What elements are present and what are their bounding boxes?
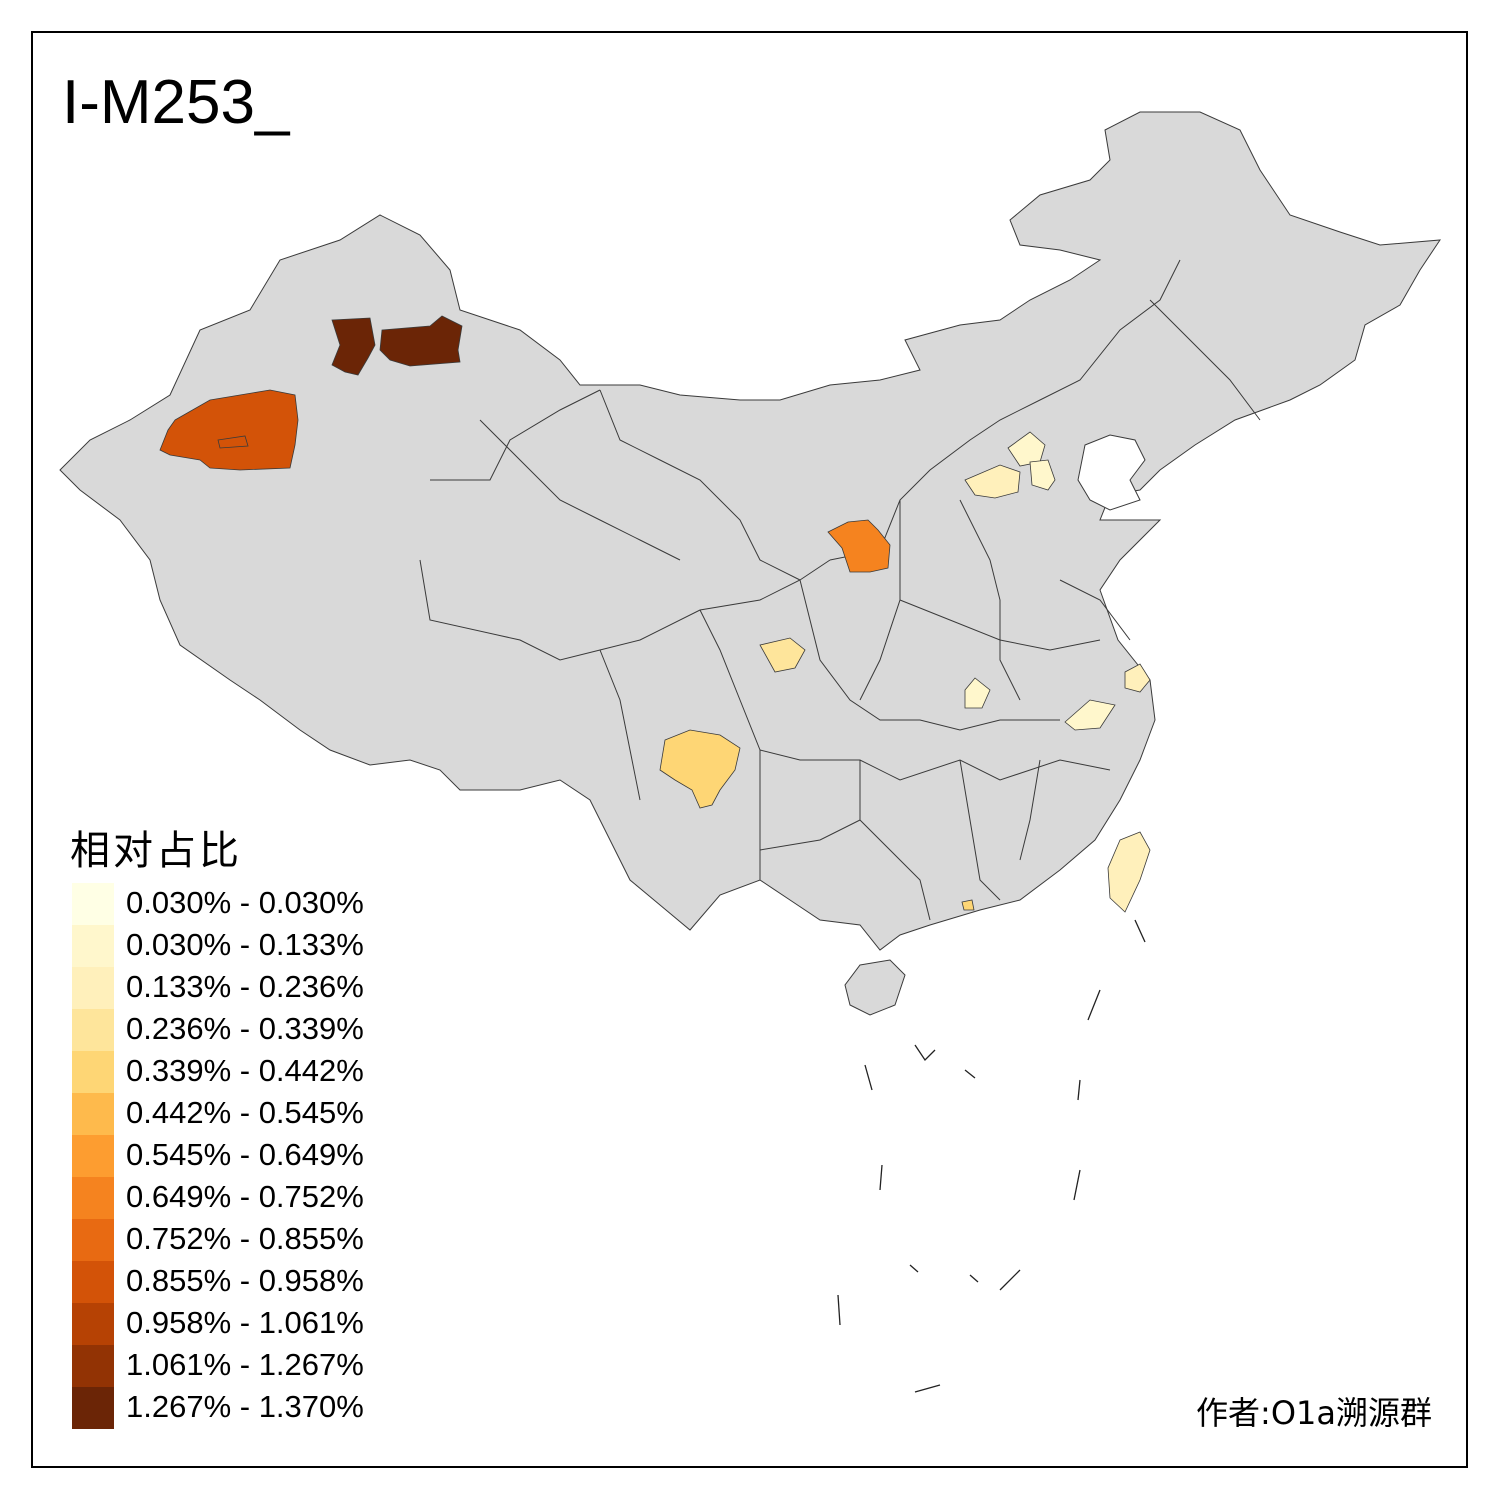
legend-label: 0.752% - 0.855% bbox=[126, 1221, 364, 1256]
anhui-region bbox=[1064, 699, 1116, 731]
chongqing-region bbox=[759, 637, 806, 673]
henan-xinyang-region bbox=[964, 677, 991, 709]
legend-swatch bbox=[72, 1387, 114, 1429]
legend-label: 0.442% - 0.545% bbox=[126, 1095, 364, 1130]
legend: 0.030% - 0.030% 0.030% - 0.133% 0.133% -… bbox=[72, 883, 412, 1429]
legend-label: 0.030% - 0.133% bbox=[126, 927, 364, 962]
map-frame bbox=[31, 31, 1468, 1468]
legend-label: 0.958% - 1.061% bbox=[126, 1305, 364, 1340]
china-mainland bbox=[59, 111, 1441, 951]
taiwan-region bbox=[1107, 831, 1151, 913]
legend-item: 1.267% - 1.370% bbox=[72, 1387, 412, 1429]
legend-title: 相对占比 bbox=[70, 828, 242, 874]
legend-item: 1.061% - 1.267% bbox=[72, 1345, 412, 1387]
legend-label: 0.030% - 0.030% bbox=[126, 885, 364, 920]
legend-item: 0.442% - 0.545% bbox=[72, 1093, 412, 1135]
legend-label: 1.061% - 1.267% bbox=[126, 1347, 364, 1382]
legend-item: 0.133% - 0.236% bbox=[72, 967, 412, 1009]
legend-swatch bbox=[72, 925, 114, 967]
legend-label: 1.267% - 1.370% bbox=[126, 1389, 364, 1424]
legend-item: 0.855% - 0.958% bbox=[72, 1261, 412, 1303]
legend-swatch bbox=[72, 1345, 114, 1387]
sichuan-yunnan-region bbox=[659, 729, 741, 809]
bohai-sea bbox=[1077, 434, 1146, 511]
legend-swatch bbox=[72, 1303, 114, 1345]
xinjiang-altay-east-region bbox=[379, 315, 463, 367]
province-boundaries bbox=[419, 259, 1261, 921]
legend-item: 0.752% - 0.855% bbox=[72, 1219, 412, 1261]
legend-item: 0.030% - 0.030% bbox=[72, 883, 412, 925]
hongkong-region bbox=[961, 899, 975, 911]
legend-label: 0.339% - 0.442% bbox=[126, 1053, 364, 1088]
legend-label: 0.545% - 0.649% bbox=[126, 1137, 364, 1172]
legend-item: 0.958% - 1.061% bbox=[72, 1303, 412, 1345]
legend-label: 0.236% - 0.339% bbox=[126, 1011, 364, 1046]
author-credit: 作者:O1a溯源群 bbox=[1196, 1394, 1432, 1432]
legend-label: 0.649% - 0.752% bbox=[126, 1179, 364, 1214]
legend-swatch bbox=[72, 1009, 114, 1051]
legend-item: 0.236% - 0.339% bbox=[72, 1009, 412, 1051]
beijing-region bbox=[1007, 431, 1046, 467]
legend-swatch bbox=[72, 1219, 114, 1261]
south-china-sea-islands bbox=[837, 919, 1146, 1393]
legend-item: 0.030% - 0.133% bbox=[72, 925, 412, 967]
legend-item: 0.339% - 0.442% bbox=[72, 1051, 412, 1093]
legend-item: 0.649% - 0.752% bbox=[72, 1177, 412, 1219]
hebei-region bbox=[964, 464, 1021, 499]
shanghai-region bbox=[1124, 663, 1151, 693]
legend-swatch bbox=[72, 1135, 114, 1177]
xinjiang-altay-west-region bbox=[331, 317, 376, 376]
legend-swatch bbox=[72, 1093, 114, 1135]
hainan-island bbox=[844, 959, 906, 1016]
legend-swatch bbox=[72, 1261, 114, 1303]
map-title: I-M253_ bbox=[62, 68, 290, 137]
legend-swatch bbox=[72, 967, 114, 1009]
tianjin-region bbox=[1029, 459, 1056, 491]
shanxi-region bbox=[827, 519, 891, 573]
legend-swatch bbox=[72, 1051, 114, 1093]
legend-label: 0.855% - 0.958% bbox=[126, 1263, 364, 1298]
legend-label: 0.133% - 0.236% bbox=[126, 969, 364, 1004]
legend-item: 0.545% - 0.649% bbox=[72, 1135, 412, 1177]
legend-swatch bbox=[72, 1177, 114, 1219]
xinjiang-kashgar-region bbox=[159, 389, 299, 471]
legend-swatch bbox=[72, 883, 114, 925]
